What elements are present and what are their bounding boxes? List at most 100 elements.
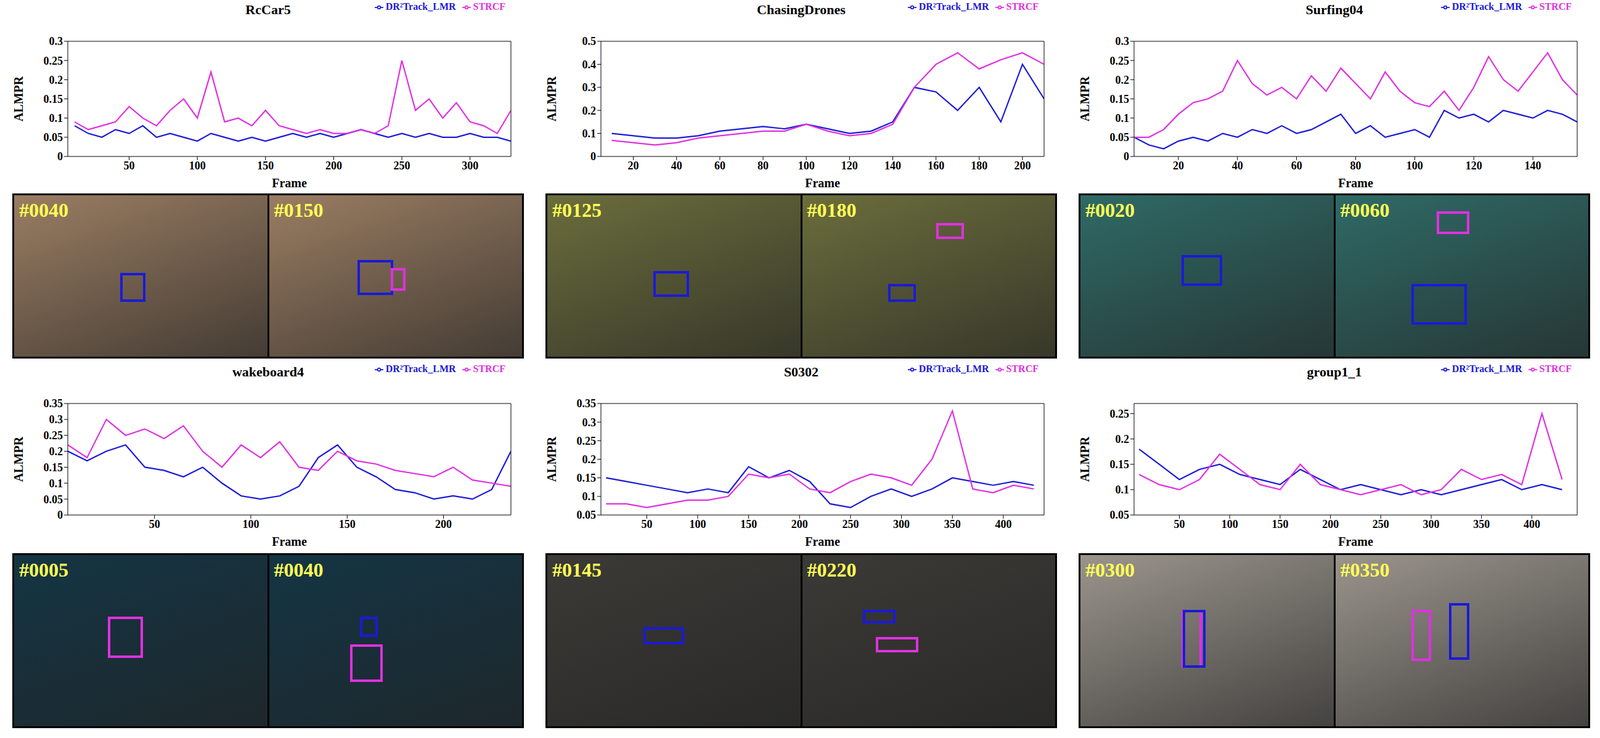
svg-text:40: 40 [1232,159,1244,172]
svg-text:0.3: 0.3 [1115,35,1130,48]
svg-text:ALMPR: ALMPR [1078,75,1092,122]
svg-text:0.05: 0.05 [1110,509,1130,522]
svg-text:0.05: 0.05 [43,131,64,144]
svg-text:ALMPR: ALMPR [545,436,559,482]
svg-text:350: 350 [944,518,961,531]
svg-text:180: 180 [970,159,988,172]
svg-text:Frame: Frame [1338,176,1374,190]
svg-text:100: 100 [1406,159,1424,172]
svg-text:Frame: Frame [271,534,307,549]
svg-text:200: 200 [791,518,809,531]
svg-text:100: 100 [242,518,259,531]
svg-text:0.1: 0.1 [1115,483,1130,497]
svg-text:160: 160 [927,159,945,172]
svg-text:50: 50 [123,159,135,172]
svg-text:80: 80 [757,159,769,172]
svg-text:0: 0 [57,150,63,163]
svg-text:0.3: 0.3 [582,81,597,94]
svg-text:Frame: Frame [271,176,307,190]
svg-text:140: 140 [1524,159,1542,172]
svg-text:300: 300 [893,518,910,531]
svg-text:0.15: 0.15 [576,472,597,485]
svg-text:120: 120 [841,159,858,172]
svg-text:200: 200 [435,518,452,531]
svg-text:40: 40 [671,159,683,172]
svg-text:0: 0 [1123,150,1130,163]
svg-text:0.1: 0.1 [49,112,64,125]
svg-text:100: 100 [1221,518,1239,531]
svg-text:0.2: 0.2 [49,445,64,458]
svg-text:60: 60 [714,159,726,172]
svg-text:Frame: Frame [804,176,841,190]
svg-text:ALMPR: ALMPR [1078,436,1092,482]
html-text:#0150: #0150 [273,199,324,222]
svg-text:0.2: 0.2 [1115,433,1130,446]
svg-text:120: 120 [1465,159,1483,172]
svg-text:50: 50 [640,518,653,531]
svg-text:0.1: 0.1 [582,127,597,140]
svg-text:0.2: 0.2 [1115,73,1130,87]
svg-text:0.25: 0.25 [576,435,597,448]
svg-text:150: 150 [257,159,274,172]
svg-text:0.05: 0.05 [576,509,597,522]
svg-text:200: 200 [325,159,343,172]
svg-text:100: 100 [689,518,707,531]
svg-text:140: 140 [884,159,902,172]
svg-text:200: 200 [1322,518,1339,531]
svg-text:0.3: 0.3 [49,35,64,48]
svg-text:50: 50 [149,518,161,531]
svg-text:150: 150 [1271,518,1289,531]
svg-text:0.1: 0.1 [1115,112,1130,125]
svg-text:300: 300 [461,159,479,172]
svg-text:0.15: 0.15 [1110,458,1130,471]
svg-text:20: 20 [628,159,640,172]
svg-text:ALMPR: ALMPR [12,75,26,122]
svg-text:300: 300 [1423,518,1440,531]
svg-text:ALMPR: ALMPR [545,75,559,122]
svg-text:0.25: 0.25 [43,54,64,68]
html-text:#0125: #0125 [552,199,602,222]
svg-text:Frame: Frame [804,534,841,549]
svg-text:0.2: 0.2 [582,104,597,118]
svg-text:0: 0 [57,509,63,522]
svg-text:0.15: 0.15 [1110,93,1130,106]
svg-text:150: 150 [740,518,757,531]
svg-text:150: 150 [338,518,356,531]
svg-text:0.25: 0.25 [1110,54,1130,68]
svg-text:80: 80 [1350,159,1362,172]
svg-text:20: 20 [1172,159,1184,172]
svg-text:400: 400 [994,518,1012,531]
svg-text:50: 50 [1174,518,1186,531]
svg-text:0.2: 0.2 [49,73,64,87]
svg-text:0: 0 [590,150,596,163]
html-text:#0020: #0020 [1085,199,1135,222]
svg-text:100: 100 [798,159,815,172]
svg-text:0.1: 0.1 [49,477,64,490]
svg-text:0.5: 0.5 [582,35,597,48]
svg-text:200: 200 [1013,159,1031,172]
svg-text:250: 250 [1372,518,1390,531]
svg-text:0.2: 0.2 [582,453,597,466]
svg-text:Frame: Frame [1338,534,1374,549]
svg-text:400: 400 [1523,518,1541,531]
svg-text:0.15: 0.15 [43,93,64,106]
svg-text:0.05: 0.05 [1110,131,1130,144]
svg-text:0.1: 0.1 [582,490,597,503]
svg-text:0.05: 0.05 [43,493,64,507]
svg-text:0.35: 0.35 [43,397,64,410]
html-text:#0040: #0040 [19,199,69,222]
svg-text:250: 250 [841,518,859,531]
svg-text:ALMPR: ALMPR [12,436,26,482]
svg-text:0.3: 0.3 [582,416,597,429]
svg-text:0.35: 0.35 [576,397,597,410]
svg-text:0.25: 0.25 [1110,408,1130,421]
svg-text:100: 100 [189,159,206,172]
svg-text:0.4: 0.4 [582,58,597,71]
svg-text:250: 250 [393,159,411,172]
html-text:#0180: #0180 [807,199,857,222]
svg-text:0.15: 0.15 [43,461,64,474]
svg-text:60: 60 [1291,159,1303,172]
svg-text:0.3: 0.3 [49,413,64,426]
svg-text:350: 350 [1473,518,1490,531]
svg-text:0.25: 0.25 [43,429,64,442]
